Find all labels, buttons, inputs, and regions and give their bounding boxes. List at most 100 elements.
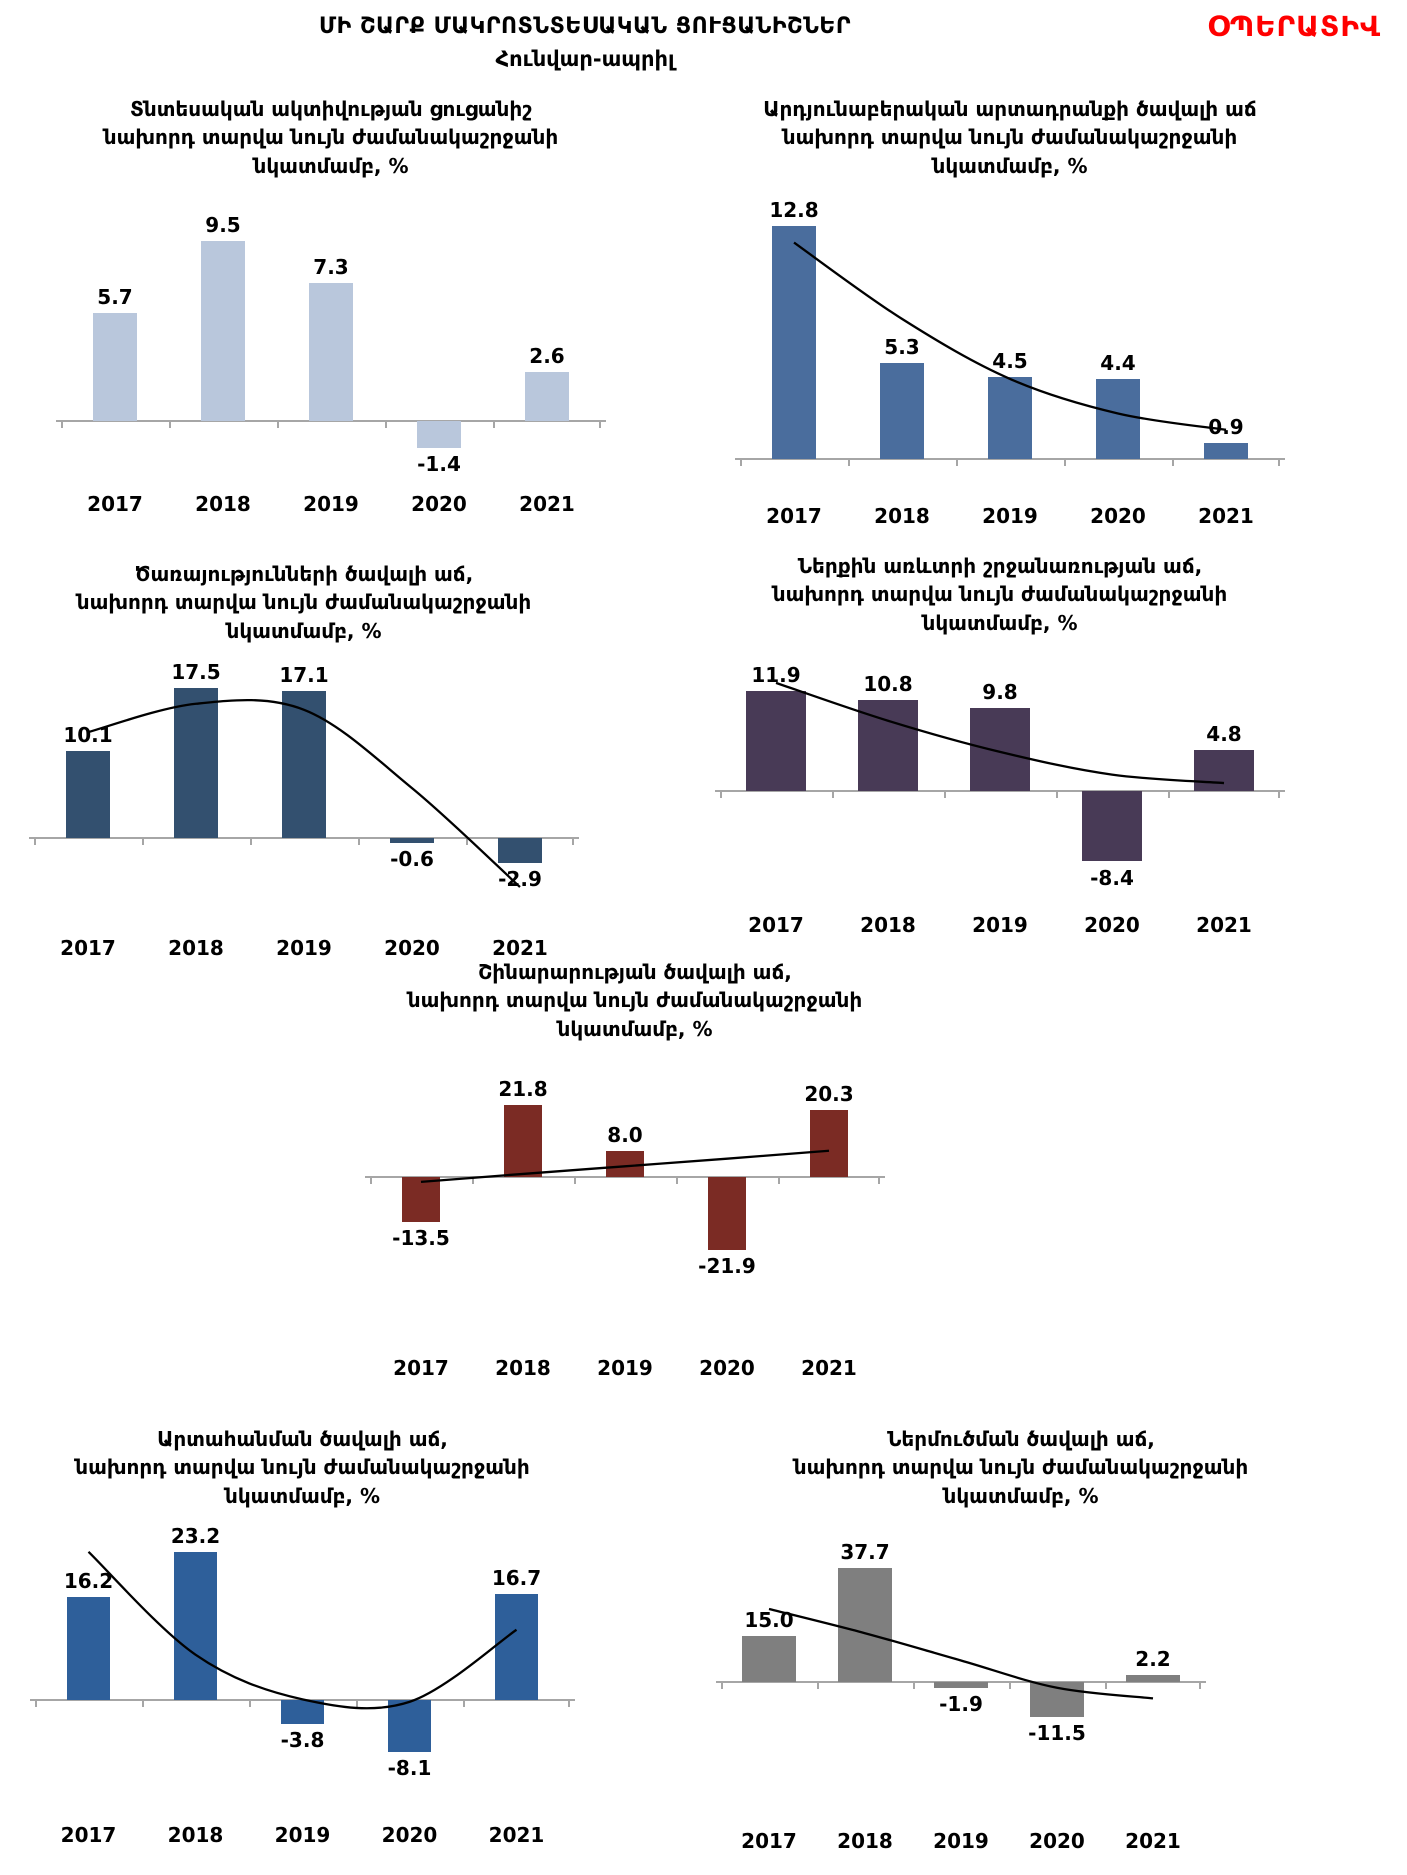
axis-tick bbox=[913, 1681, 915, 1689]
value-label: 2.2 bbox=[1135, 1647, 1171, 1672]
year-label: 2020 bbox=[1084, 913, 1140, 938]
value-label: 17.1 bbox=[279, 663, 329, 688]
axis-tick bbox=[1064, 459, 1066, 467]
value-label: 9.5 bbox=[205, 213, 241, 238]
axis-tick bbox=[676, 1177, 678, 1185]
year-label: 2019 bbox=[972, 913, 1028, 938]
value-label: -3.8 bbox=[280, 1728, 325, 1753]
year-label: 2018 bbox=[495, 1356, 551, 1381]
value-label: -8.1 bbox=[387, 1755, 432, 1780]
value-label: 17.5 bbox=[171, 659, 221, 684]
chart-plot-area: -13.5 21.8 8.0 -21.9 20.3 bbox=[365, 1051, 885, 1326]
bar bbox=[1029, 1681, 1085, 1717]
value-label: 4.8 bbox=[1206, 722, 1242, 747]
value-label: 4.4 bbox=[1100, 351, 1136, 376]
axis-tick bbox=[466, 838, 468, 846]
bar bbox=[282, 691, 326, 839]
year-label: 2018 bbox=[860, 913, 916, 938]
chart-plot-area: 12.8 5.3 4.5 4.4 0.9 bbox=[735, 188, 1285, 488]
axis-tick bbox=[142, 838, 144, 846]
x-axis-line bbox=[715, 789, 1285, 792]
axis-tick bbox=[599, 421, 601, 429]
value-label: 16.2 bbox=[63, 1568, 114, 1593]
value-label: 4.5 bbox=[992, 349, 1028, 374]
bar bbox=[1081, 790, 1143, 862]
year-label: 2018 bbox=[874, 504, 930, 529]
bar bbox=[987, 377, 1033, 460]
axis-tick bbox=[61, 421, 63, 429]
bar bbox=[390, 838, 434, 844]
year-label: 2020 bbox=[381, 1823, 438, 1848]
bar bbox=[174, 1552, 217, 1701]
value-label: 9.8 bbox=[982, 680, 1018, 705]
axis-tick bbox=[1278, 459, 1280, 467]
x-axis-line bbox=[735, 458, 1285, 461]
axis-tick bbox=[277, 421, 279, 429]
bar bbox=[837, 1567, 893, 1682]
bar bbox=[174, 687, 218, 839]
axis-tick bbox=[35, 1700, 37, 1708]
bar bbox=[741, 1636, 797, 1682]
bar bbox=[879, 362, 925, 460]
value-label: 11.9 bbox=[751, 662, 801, 687]
value-label: 23.2 bbox=[170, 1524, 221, 1548]
year-label: 2019 bbox=[276, 936, 332, 961]
axis-tick bbox=[370, 1177, 372, 1185]
bar bbox=[201, 241, 245, 422]
axis-tick bbox=[1009, 1681, 1011, 1689]
axis-tick bbox=[169, 421, 171, 429]
chart-x-axis-labels: 2017 2018 2019 2020 2021 bbox=[740, 504, 1280, 528]
value-label: 10.8 bbox=[863, 671, 913, 696]
axis-tick bbox=[572, 838, 574, 846]
x-axis-line bbox=[56, 420, 606, 423]
chart-economic-activity: Տնտեսական ակտիվության ցուցանիշ նախորդ տա… bbox=[56, 95, 606, 517]
year-label: 2021 bbox=[1198, 504, 1254, 529]
chart-plot-area: 5.7 9.5 7.3 -1.4 2.6 bbox=[56, 188, 606, 478]
axis-tick bbox=[956, 459, 958, 467]
year-label: 2021 bbox=[519, 492, 575, 517]
axis-tick bbox=[249, 1700, 251, 1708]
chart-imports: Ներմուծման ծավալի աճ, նախորդ տարվա նույն… bbox=[716, 1425, 1248, 1854]
year-label: 2017 bbox=[741, 1829, 797, 1854]
axis-tick bbox=[356, 1700, 358, 1708]
year-label: 2017 bbox=[748, 913, 804, 938]
year-label: 2019 bbox=[597, 1356, 653, 1381]
year-label: 2018 bbox=[167, 1823, 224, 1848]
bar bbox=[525, 372, 569, 422]
page-title: ՄԻ ՇԱՐՔ ՄԱԿՐՈՏՆՏԵՍԱԿԱՆ ՑՈՒՑԱՆԻՇՆԵՐ bbox=[319, 14, 851, 39]
axis-tick bbox=[817, 1681, 819, 1689]
axis-tick bbox=[1172, 459, 1174, 467]
value-label: -13.5 bbox=[392, 1225, 450, 1250]
axis-tick bbox=[385, 421, 387, 429]
value-label: 2.6 bbox=[529, 344, 565, 369]
bar bbox=[388, 1700, 431, 1752]
chart-services: Ծառայությունների ծավալի աճ, նախորդ տարվա… bbox=[29, 560, 579, 961]
year-label: 2021 bbox=[1125, 1829, 1181, 1854]
axis-tick bbox=[250, 838, 252, 846]
axis-tick bbox=[34, 838, 36, 846]
bar bbox=[495, 1593, 538, 1701]
page-subtitle: Հունվար-ապրիլ bbox=[495, 47, 675, 71]
bar bbox=[1125, 1675, 1181, 1682]
chart-title: Ներքին առևտրի շրջանառության աճ, նախորդ տ… bbox=[772, 554, 1228, 635]
bar bbox=[93, 313, 137, 422]
chart-construction: Շինարարության ծավալի աճ, նախորդ տարվա նո… bbox=[365, 958, 885, 1380]
value-label: 20.3 bbox=[804, 1081, 854, 1106]
bar bbox=[809, 1109, 849, 1178]
value-label: 8.0 bbox=[607, 1122, 643, 1147]
chart-x-axis-labels: 2017 2018 2019 2020 2021 bbox=[370, 1356, 880, 1380]
bar bbox=[401, 1177, 441, 1222]
bar bbox=[745, 690, 807, 791]
value-label: -0.6 bbox=[390, 847, 434, 872]
bar bbox=[1193, 750, 1255, 791]
value-label: -8.4 bbox=[1090, 865, 1134, 890]
bar bbox=[771, 226, 817, 460]
value-label: 15.0 bbox=[744, 1608, 794, 1633]
axis-tick bbox=[574, 1177, 576, 1185]
year-label: 2017 bbox=[60, 1823, 117, 1848]
chart-industrial-production: Արդյունաբերական արտադրանքի ծավալի աճ նախ… bbox=[735, 95, 1285, 528]
bar bbox=[417, 421, 461, 448]
value-label: 37.7 bbox=[840, 1539, 890, 1564]
year-label: 2020 bbox=[384, 936, 440, 961]
axis-tick bbox=[1199, 1681, 1201, 1689]
